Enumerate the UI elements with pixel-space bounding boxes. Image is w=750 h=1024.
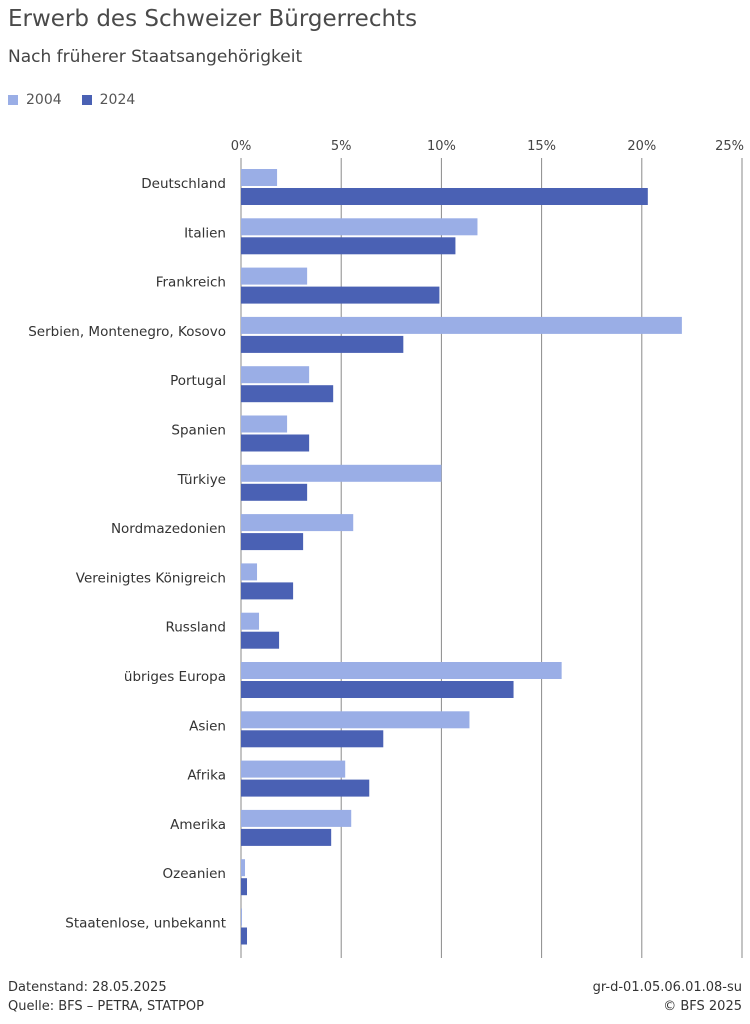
bar-2024 — [241, 434, 310, 452]
bar-2024 — [241, 730, 384, 748]
legend-swatch-2024 — [81, 95, 92, 105]
bar-2024 — [241, 927, 248, 945]
chart-title: Erwerb des Schweizer Bürgerrechts — [8, 6, 418, 32]
chart-subtitle: Nach früherer Staatsangehörigkeit — [8, 47, 303, 67]
bar-2024 — [241, 828, 332, 846]
x-tick-label: 25% — [715, 139, 744, 154]
bar-chart: 0% 5% 10% 15% 20% 25% Deutschland Italien Frankr… — [28, 139, 744, 958]
category-label: übriges Europa — [124, 669, 226, 685]
category-label: Türkiye — [177, 472, 226, 488]
category-label: Afrika — [187, 768, 226, 784]
x-tick-label: 0% — [231, 139, 252, 154]
bar-2004 — [241, 662, 562, 679]
bar-2004 — [241, 464, 442, 482]
bar-2024 — [241, 631, 280, 649]
bar-2004 — [241, 415, 288, 433]
bar-2024 — [241, 237, 456, 255]
bar-2004 — [241, 809, 352, 827]
category-label: Ozeanien — [163, 866, 226, 882]
category-label: Asien — [189, 718, 226, 734]
legend-item-2004: 2004 — [8, 92, 62, 108]
bar-2004 — [241, 514, 354, 532]
bar-2024 — [241, 385, 334, 403]
x-tick-label: 20% — [627, 139, 656, 154]
legend-label-2004: 2004 — [26, 92, 62, 108]
category-label: Spanien — [171, 423, 226, 439]
footer-quelle: Quelle: BFS – PETRA, STATPOP — [8, 999, 204, 1014]
bar-2004 — [241, 612, 260, 630]
footer-datenstand: Datenstand: 28.05.2025 — [8, 980, 167, 995]
bar-2004 — [241, 366, 310, 384]
bar-2004 — [241, 859, 246, 877]
bar-2004 — [241, 169, 278, 186]
chart-legend: 2004 2024 — [8, 92, 155, 108]
legend-label-2024: 2024 — [99, 92, 136, 108]
bar-2004 — [241, 563, 258, 581]
bar-2024 — [241, 335, 404, 353]
bar-2004 — [241, 908, 243, 926]
category-label: Staatenlose, unbekannt — [65, 916, 226, 932]
bar-2024 — [241, 779, 370, 797]
category-label: Portugal — [170, 373, 226, 389]
bar-2024 — [241, 188, 648, 205]
footer-left: Datenstand: 28.05.2025 Quelle: BFS – PET… — [8, 978, 204, 1016]
footer-copyright: © BFS 2025 — [663, 999, 742, 1014]
bar-2024 — [241, 878, 248, 896]
legend-swatch-2004 — [8, 95, 18, 105]
bar-2004 — [241, 711, 470, 729]
category-label: Italien — [184, 225, 226, 241]
bar-2004 — [241, 316, 682, 334]
x-tick-label: 5% — [331, 139, 352, 154]
bar-2024 — [241, 582, 294, 600]
bar-2024 — [241, 533, 304, 551]
legend-item-2024: 2024 — [81, 92, 136, 108]
x-tick-label: 10% — [427, 139, 456, 154]
bar-2024 — [241, 286, 440, 304]
category-label: Vereinigtes Königreich — [76, 570, 226, 586]
category-label: Serbien, Montenegro, Kosovo — [28, 324, 226, 340]
bar-2004 — [241, 760, 346, 778]
bar-2024 — [241, 681, 514, 698]
footer-right: gr-d-01.05.06.01.08-su © BFS 2025 — [593, 978, 742, 1016]
category-label: Nordmazedonien — [111, 521, 226, 537]
footer-code: gr-d-01.05.06.01.08-su — [592, 980, 742, 995]
bar-2004 — [241, 218, 478, 236]
bar-2004 — [241, 267, 308, 285]
bar-2024 — [241, 483, 308, 501]
category-label: Amerika — [170, 817, 226, 833]
category-label: Frankreich — [156, 275, 226, 291]
category-label: Russland — [165, 620, 226, 636]
x-tick-label: 15% — [527, 139, 556, 154]
category-label: Deutschland — [141, 176, 226, 192]
